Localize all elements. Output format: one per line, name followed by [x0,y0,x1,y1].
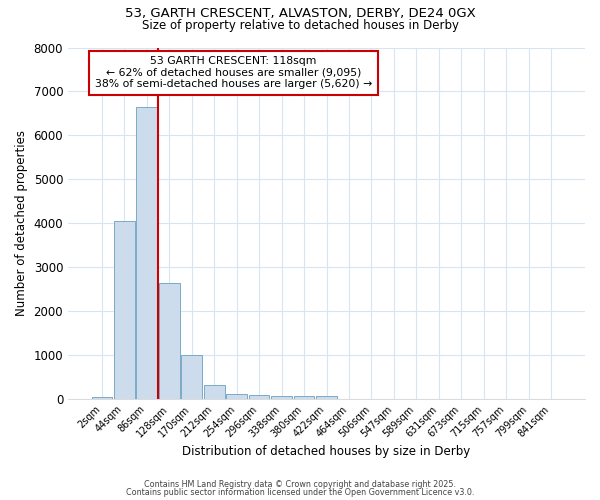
Bar [204,384,224,399]
Bar [92,396,112,399]
Text: Contains HM Land Registry data © Crown copyright and database right 2025.: Contains HM Land Registry data © Crown c… [144,480,456,489]
X-axis label: Distribution of detached houses by size in Derby: Distribution of detached houses by size … [182,444,470,458]
Bar [226,394,247,399]
Bar [136,107,157,399]
Text: 53 GARTH CRESCENT: 118sqm
← 62% of detached houses are smaller (9,095)
38% of se: 53 GARTH CRESCENT: 118sqm ← 62% of detac… [95,56,372,90]
Bar [114,221,134,399]
Text: Size of property relative to detached houses in Derby: Size of property relative to detached ho… [142,19,458,32]
Text: 53, GARTH CRESCENT, ALVASTON, DERBY, DE24 0GX: 53, GARTH CRESCENT, ALVASTON, DERBY, DE2… [125,8,475,20]
Bar [294,396,314,399]
Y-axis label: Number of detached properties: Number of detached properties [15,130,28,316]
Bar [316,396,337,399]
Bar [271,396,292,399]
Bar [159,282,179,399]
Text: Contains public sector information licensed under the Open Government Licence v3: Contains public sector information licen… [126,488,474,497]
Bar [249,394,269,399]
Bar [181,355,202,399]
